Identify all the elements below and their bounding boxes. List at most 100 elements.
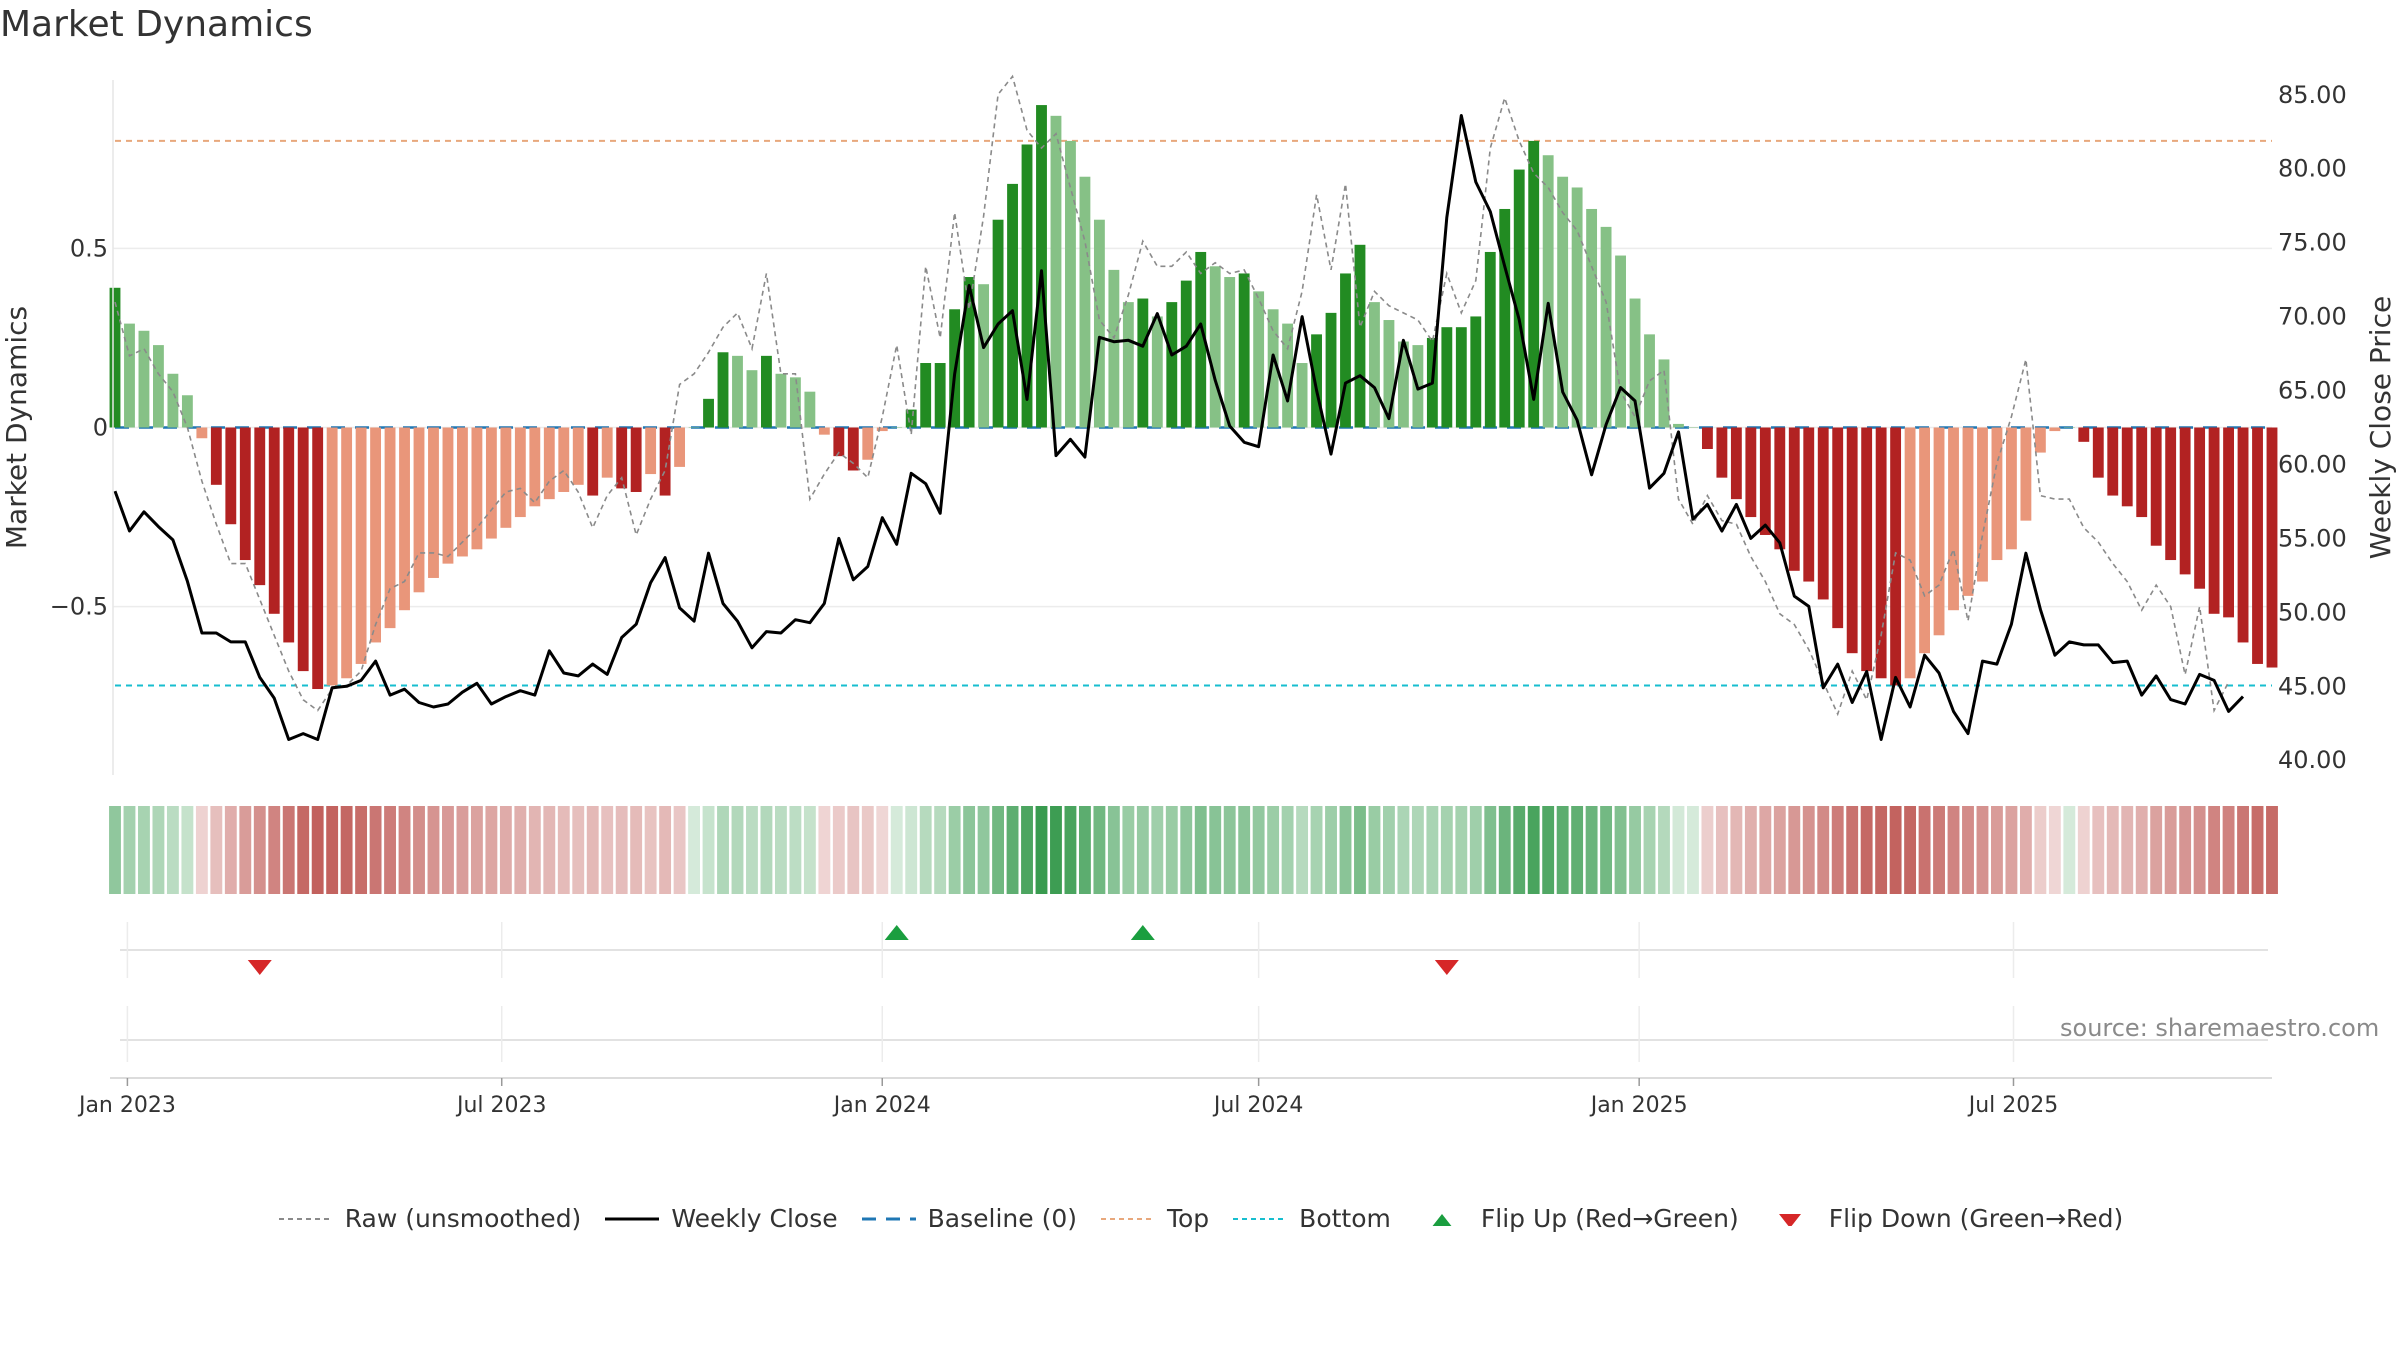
momentum-bar bbox=[674, 427, 686, 467]
momentum-bar bbox=[153, 345, 164, 428]
heat-cell bbox=[1585, 806, 1598, 894]
heat-cell bbox=[297, 806, 310, 894]
momentum-bar bbox=[1846, 427, 1858, 654]
y-tick-label-right: 45.00 bbox=[2278, 672, 2347, 700]
flip-down-marker bbox=[247, 960, 272, 975]
heat-cell bbox=[2237, 806, 2249, 894]
momentum-bar bbox=[1701, 427, 1713, 449]
momentum-bar bbox=[732, 355, 743, 428]
heat-cell bbox=[905, 806, 918, 894]
momentum-bar bbox=[1369, 302, 1380, 428]
momentum-bar bbox=[2078, 427, 2090, 442]
heat-cell bbox=[1831, 806, 1844, 894]
momentum-bar bbox=[413, 427, 425, 593]
momentum-bar bbox=[1904, 427, 1916, 679]
y-tick-label-right: 65.00 bbox=[2278, 377, 2347, 405]
momentum-bar bbox=[399, 427, 410, 611]
heat-cell bbox=[1252, 806, 1265, 894]
momentum-bar bbox=[1383, 320, 1395, 428]
momentum-bar bbox=[1673, 423, 1684, 428]
momentum-bar bbox=[428, 427, 439, 578]
momentum-bar bbox=[1745, 427, 1757, 518]
momentum-bar bbox=[1441, 327, 1453, 428]
heat-cell bbox=[1180, 806, 1193, 894]
y-tick-label-right: 80.00 bbox=[2278, 155, 2347, 183]
y-tick-label-right: 55.00 bbox=[2278, 524, 2347, 552]
momentum-bar bbox=[1079, 176, 1091, 428]
heat-cell bbox=[774, 806, 787, 894]
momentum-bar bbox=[572, 427, 584, 485]
momentum-bar bbox=[1267, 309, 1279, 428]
heat-cell bbox=[355, 806, 368, 894]
heat-cell bbox=[514, 806, 527, 894]
momentum-bar bbox=[457, 427, 468, 557]
legend-item-flip-down: Flip Down (Green→Red) bbox=[1761, 1204, 2123, 1233]
momentum-bar bbox=[1948, 427, 1959, 611]
momentum-bar bbox=[1050, 115, 1062, 428]
heat-cell bbox=[1426, 806, 1439, 894]
momentum-bar bbox=[1007, 183, 1018, 428]
heat-cell bbox=[1078, 806, 1091, 894]
momentum-bar bbox=[645, 427, 657, 475]
heat-cell bbox=[181, 806, 194, 894]
heat-cell bbox=[1976, 806, 1989, 894]
chart-title: Market Dynamics bbox=[0, 4, 313, 45]
heat-cell bbox=[1469, 806, 1482, 894]
heat-cell bbox=[456, 806, 469, 894]
momentum-bar bbox=[630, 427, 642, 492]
heat-cell bbox=[731, 806, 744, 894]
momentum-bar bbox=[833, 427, 845, 457]
heat-cell bbox=[890, 806, 903, 894]
heat-cell bbox=[2106, 806, 2119, 894]
heat-cell bbox=[615, 806, 628, 894]
heat-cell bbox=[1991, 806, 2003, 894]
heat-cell bbox=[572, 806, 585, 894]
x-tick-label: Jul 2025 bbox=[1967, 1093, 2059, 1118]
heat-cell bbox=[253, 806, 266, 894]
heat-cell bbox=[239, 806, 252, 894]
heat-cell bbox=[1904, 806, 1917, 894]
momentum-bar bbox=[1021, 144, 1033, 428]
momentum-bar bbox=[210, 427, 222, 485]
heat-cell bbox=[369, 806, 382, 894]
momentum-bar bbox=[1730, 427, 1742, 500]
heat-cell bbox=[2005, 806, 2018, 894]
heat-cell bbox=[1744, 806, 1757, 894]
heat-cell bbox=[123, 806, 136, 894]
momentum-bar bbox=[1325, 312, 1337, 428]
momentum-bar bbox=[688, 427, 700, 428]
heat-cell bbox=[1498, 806, 1511, 894]
heat-cell bbox=[470, 806, 483, 894]
momentum-bar bbox=[1238, 273, 1250, 428]
heat-cell bbox=[1107, 806, 1120, 894]
momentum-bar bbox=[2107, 427, 2119, 496]
x-tick-label: Jan 2025 bbox=[1589, 1093, 1688, 1118]
momentum-bar bbox=[1108, 269, 1120, 428]
heat-cell bbox=[282, 806, 295, 894]
momentum-bar bbox=[1759, 427, 1771, 535]
momentum-bar bbox=[1991, 427, 2003, 561]
heat-cell bbox=[1194, 806, 1207, 894]
heat-cell bbox=[442, 806, 454, 894]
momentum-bar bbox=[978, 284, 990, 428]
momentum-bar bbox=[355, 427, 367, 664]
heat-cell bbox=[543, 806, 556, 894]
heat-cell bbox=[963, 806, 976, 894]
heat-cell bbox=[1701, 806, 1714, 894]
momentum-bar bbox=[254, 427, 266, 586]
x-axis: Jan 2023 Jul 2023 Jan 2024 Jul 2024 Jan 2025… bbox=[77, 1077, 2272, 1118]
heat-cell bbox=[557, 806, 570, 894]
legend-item-bottom: Bottom bbox=[1231, 1204, 1391, 1233]
momentum-bar bbox=[876, 427, 888, 432]
heat-cell bbox=[1035, 806, 1048, 894]
y-tick-label-right: 40.00 bbox=[2278, 746, 2347, 774]
momentum-bar bbox=[558, 427, 570, 492]
momentum-bar bbox=[1600, 226, 1612, 428]
heat-cell bbox=[1875, 806, 1888, 894]
momentum-bar bbox=[326, 427, 338, 686]
momentum-bar bbox=[2266, 427, 2278, 668]
momentum-bar bbox=[2092, 427, 2104, 478]
heat-cell bbox=[1238, 806, 1251, 894]
y-axis-label-left: Market Dynamics bbox=[0, 306, 33, 549]
momentum-bar bbox=[1036, 105, 1047, 428]
